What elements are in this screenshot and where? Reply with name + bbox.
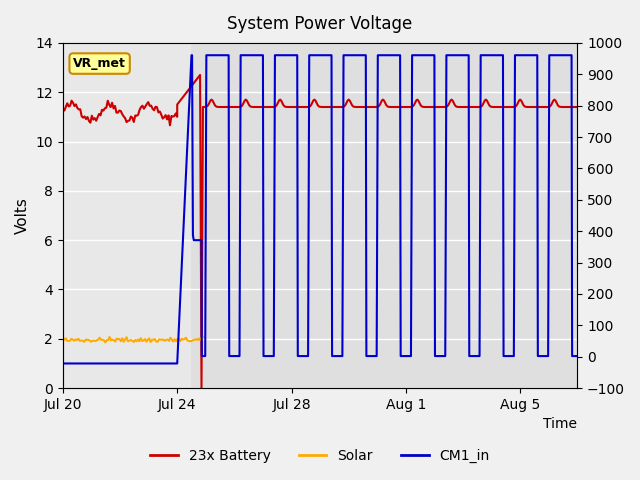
Title: System Power Voltage: System Power Voltage [227, 15, 413, 33]
Legend: 23x Battery, Solar, CM1_in: 23x Battery, Solar, CM1_in [145, 443, 495, 468]
Text: VR_met: VR_met [73, 57, 126, 70]
Y-axis label: Volts: Volts [15, 197, 30, 234]
X-axis label: Time: Time [543, 418, 577, 432]
Bar [191, 43, 577, 388]
